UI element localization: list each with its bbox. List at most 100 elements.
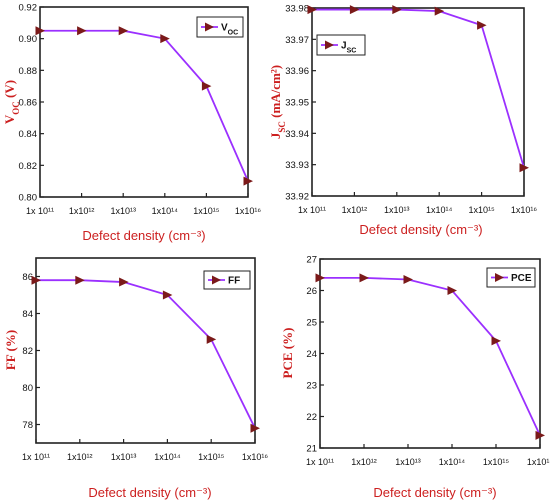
- data-point: [201, 81, 212, 91]
- y-axis-label: FF (%): [3, 330, 18, 370]
- legend: PCE: [486, 267, 536, 288]
- legend-box: [203, 270, 251, 290]
- y-tick-label: 26: [306, 286, 317, 297]
- data-point: [77, 26, 87, 36]
- y-axis-label: VOC (V): [2, 80, 21, 124]
- chart-jsc: 33.92 33.93 33.94 33.95 33.96 33.97 33.98 1x 1…: [268, 4, 537, 238]
- x-axis: 1x 10¹¹ 1x10¹² 1x10¹³ 1x10¹⁴ 1x10¹⁵ 1x10¹⁶: [306, 444, 550, 467]
- y-tick-label: 82: [22, 346, 33, 357]
- x-tick-label: 1x10¹²: [342, 205, 368, 215]
- x-axis-label: Defect density (cm⁻³): [82, 228, 205, 243]
- y-tick-label: 27: [306, 255, 317, 266]
- data-point: [206, 334, 217, 344]
- data-point: [119, 277, 129, 287]
- y-tick-label: 33.97: [285, 35, 309, 46]
- legend-box: [316, 34, 366, 56]
- x-axis: 1x 10¹¹ 1x10¹² 1x10¹³ 1x10¹⁴ 1x10¹⁵ 1x10¹⁶: [22, 439, 268, 462]
- y-tick-label: 78: [22, 420, 33, 431]
- x-tick-label: 1x10¹³: [110, 206, 136, 216]
- legend: JSC: [316, 34, 366, 56]
- x-tick-label: 1x 10¹¹: [26, 206, 54, 216]
- y-tick-label: 33.96: [285, 66, 309, 77]
- x-axis-label: Defect density (cm⁻³): [373, 485, 496, 500]
- legend-marker: [495, 273, 504, 282]
- x-tick-label: 1x10¹³: [384, 205, 410, 215]
- y-axis: 21 22 23 24 25 26 27: [306, 255, 324, 455]
- legend: FF: [203, 270, 251, 290]
- data-point: [403, 274, 413, 284]
- legend-label: JSC: [341, 41, 356, 55]
- data-point: [35, 26, 45, 36]
- legend-marker: [205, 22, 214, 32]
- series-ff: [31, 275, 260, 433]
- series-voc: [35, 26, 253, 186]
- x-tick-label: 1x10¹⁵: [198, 452, 225, 462]
- legend-box: [486, 267, 536, 288]
- y-tick-label: 33.94: [285, 129, 309, 140]
- x-tick-label: 1x10¹⁴: [439, 457, 466, 467]
- y-axis: 78 80 82 84 86: [22, 272, 40, 431]
- y-axis-label: JSC (mA/cm²): [268, 65, 287, 139]
- series-line: [320, 276, 541, 436]
- data-point: [447, 286, 457, 295]
- data-point: [477, 20, 487, 30]
- x-tick-label: 1x10¹³: [395, 457, 421, 467]
- y-axis-label: PCE (%): [280, 328, 295, 379]
- legend-label: VOC: [221, 23, 238, 37]
- data-point: [162, 290, 173, 300]
- x-axis: 1x 10¹¹ 1x10¹² 1x10¹³ 1x10¹⁴ 1x10¹⁵ 1x10¹⁶: [298, 192, 537, 215]
- y-tick-label: 33.92: [285, 192, 309, 203]
- y-tick-label: 0.86: [19, 98, 38, 109]
- series-line: [312, 8, 525, 169]
- data-point: [75, 275, 85, 285]
- series-line: [36, 279, 256, 429]
- data-point: [349, 5, 360, 15]
- y-tick-label: 0.88: [19, 66, 38, 77]
- y-tick-label: 33.93: [285, 160, 309, 171]
- data-point: [250, 423, 260, 433]
- x-tick-label: 1x10¹⁶: [235, 206, 262, 216]
- y-tick-label: 0.80: [19, 193, 38, 204]
- x-tick-label: 1x 10¹¹: [306, 457, 334, 467]
- x-axis: 1x 10¹¹ 1x10¹² 1x10¹³ 1x10¹⁴ 1x10¹⁵ 1x10¹⁶: [26, 193, 261, 216]
- series-pce: [315, 273, 545, 440]
- legend-label: FF: [228, 276, 240, 287]
- chart-ff: 78 80 82 84 86 1x 10¹¹ 1x10¹² 1x10¹³ 1x10¹⁴ 1x10…: [3, 257, 268, 500]
- data-point: [118, 26, 129, 36]
- y-tick-label: 24: [306, 349, 317, 360]
- legend-box: [196, 16, 244, 38]
- x-tick-label: 1x 10¹¹: [22, 452, 50, 462]
- series-line: [40, 29, 249, 182]
- data-point: [307, 5, 317, 15]
- y-tick-label: 0.84: [19, 129, 38, 140]
- chart-pce: 21 22 23 24 25 26 27 1x 10¹¹ 1x10¹² 1x10¹³ 1x10¹⁴…: [280, 255, 550, 501]
- x-tick-label: 1x10¹⁶: [242, 452, 269, 462]
- y-tick-label: 33.95: [285, 98, 309, 109]
- x-axis-label: Defect density (cm⁻³): [88, 485, 211, 500]
- x-tick-label: 1x10¹⁴: [154, 452, 181, 462]
- legend-marker: [212, 275, 221, 285]
- x-tick-label: 1x10¹⁶: [527, 457, 550, 467]
- x-tick-label: 1x 10¹¹: [298, 205, 326, 215]
- data-point: [160, 34, 170, 44]
- y-axis: 0.80 0.82 0.84 0.86 0.88 0.90 0.92: [19, 3, 44, 204]
- data-point: [535, 430, 545, 440]
- data-point: [519, 163, 529, 173]
- x-axis-label: Defect density (cm⁻³): [359, 222, 482, 237]
- data-point: [359, 273, 369, 283]
- x-tick-label: 1x10¹⁶: [511, 205, 538, 215]
- y-tick-label: 21: [306, 444, 317, 455]
- y-tick-label: 0.82: [19, 161, 38, 172]
- x-tick-label: 1x10¹⁴: [152, 206, 179, 216]
- x-tick-label: 1x10¹⁵: [468, 205, 495, 215]
- y-tick-label: 33.98: [285, 4, 309, 15]
- x-tick-label: 1x10¹⁴: [426, 205, 453, 215]
- legend: VOC: [196, 16, 244, 38]
- x-tick-label: 1x10¹³: [111, 452, 137, 462]
- data-point: [434, 6, 445, 16]
- y-tick-label: 0.92: [19, 3, 38, 14]
- legend-label: PCE: [511, 273, 532, 284]
- data-point: [491, 336, 501, 346]
- y-tick-label: 25: [306, 318, 317, 329]
